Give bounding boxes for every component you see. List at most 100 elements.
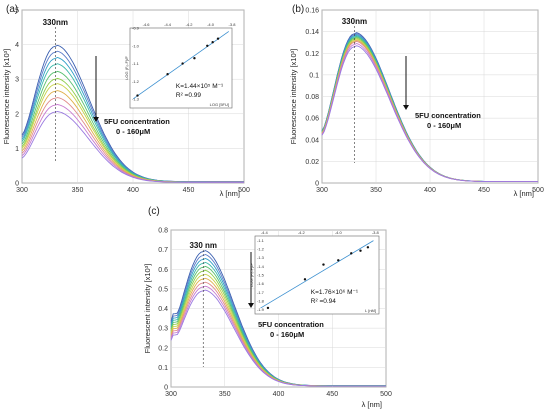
inset-y-label: LOG (F₀-F)/F — [124, 56, 129, 80]
y-tick-label: 0.02 — [305, 159, 319, 166]
concentration-range: 0 - 160μM — [427, 121, 461, 130]
decrease-arrow-head — [403, 105, 409, 110]
inset-data-point — [359, 249, 362, 252]
y-tick-label: 0.3 — [158, 326, 168, 333]
concentration-range: 0 - 160μM — [116, 127, 150, 136]
binding-constant-label: K=1.44×10⁵ M⁻¹ — [176, 83, 224, 90]
y-tick-label: 0.08 — [305, 94, 319, 101]
inset-x-tick: -3.8 — [372, 230, 380, 235]
inset-y-tick: -1.0 — [132, 43, 140, 48]
y-tick-label: 4 — [15, 42, 19, 49]
inset-chart: -4.6 -4.4 -4.2 -4.0 -3.8 -0.9 -1.0 -1.1 -1.2 -1.3… — [124, 22, 236, 109]
inset-fit-line — [260, 240, 374, 309]
inset-y-tick: -1.8 — [257, 299, 265, 304]
binding-constant-label: K=1.76×10⁶ M⁻¹ — [311, 289, 359, 296]
y-tick-label: 1 — [15, 146, 19, 153]
x-tick-label: 300 — [316, 187, 328, 194]
x-tick-label: 500 — [532, 187, 544, 194]
inset-y-tick: -1.9 — [257, 307, 265, 312]
y-tick-label: 0.1 — [158, 365, 168, 372]
inset-data-point — [337, 259, 340, 262]
inset-y-tick: -0.9 — [132, 26, 140, 31]
inset-x-tick: -4.6 — [143, 22, 151, 27]
inset-x-tick: -4.0 — [335, 230, 343, 235]
inset-y-tick: -1.2 — [257, 247, 265, 252]
inset-data-point — [181, 62, 184, 65]
y-tick-label: 0.16 — [305, 8, 319, 15]
y-tick-label: 5 — [15, 8, 19, 15]
inset-x-tick: -4.4 — [261, 230, 269, 235]
y-axis-label: Fluorescence intensity [x10³] — [2, 49, 11, 144]
y-tick-label: 0.2 — [158, 345, 168, 352]
y-tick-label: 2 — [15, 111, 19, 118]
x-tick-label: 500 — [238, 187, 250, 194]
r-squared-label: R² =0.94 — [311, 298, 336, 305]
x-tick-label: 300 — [16, 187, 28, 194]
inset-chart: -4.4 -4.2 -4.0 -3.8 -1.1 -1.2 -1.3 -1.4 -1.5 -1.6… — [249, 230, 380, 315]
y-tick-label: 0.8 — [158, 228, 168, 235]
concentration-label: 5FU concentration — [104, 117, 170, 126]
y-tick-label: 3 — [15, 77, 19, 84]
peak-label: 330nm — [43, 18, 68, 27]
y-axis-label: Fluorescence intensity [x10³] — [289, 49, 298, 144]
y-tick-label: 0.06 — [305, 116, 319, 123]
inset-data-point — [322, 263, 325, 266]
y-tick-label: 0.4 — [158, 306, 168, 313]
concentration-label: 5FU concentration — [415, 111, 481, 120]
concentration-label: 5FU concentration — [258, 320, 324, 329]
x-tick-label: 400 — [127, 187, 139, 194]
inset-data-point — [366, 246, 370, 249]
inset-data-point — [350, 252, 353, 255]
spectrum-series-11 — [21, 111, 244, 183]
inset-frame — [254, 235, 380, 315]
r-squared-label: R² =0.99 — [176, 92, 201, 99]
inset-y-tick: -1.3 — [257, 255, 265, 260]
inset-data-point — [303, 278, 307, 281]
x-tick-label: 350 — [370, 187, 382, 194]
x-tick-label: 350 — [72, 187, 84, 194]
chart-panel-3: (c) 300 350 400 450 500 0 0.1 0.2 0.3 0.4 0.5 0.6 0.7… — [143, 206, 392, 409]
y-tick-label: 0.7 — [158, 247, 168, 254]
panel-label: (c) — [148, 206, 160, 217]
inset-data-point — [206, 44, 209, 47]
inset-data-point — [216, 37, 220, 40]
chart-panel-2: (b) 300 350 400 450 500 0 0.02 0.04 0.06 0.08 0.1 0.… — [289, 4, 544, 198]
inset-x-label: L [nM] — [365, 308, 376, 313]
concentration-range: 0 - 160μM — [270, 330, 304, 339]
y-tick-label: 0 — [164, 385, 168, 392]
peak-label: 330 nm — [189, 241, 217, 250]
spectrum-series-11 — [321, 45, 538, 183]
x-tick-label: 350 — [219, 391, 231, 398]
inset-x-tick: -4.4 — [164, 22, 172, 27]
inset-data-point — [193, 57, 196, 60]
chart-panel-1: (a) 300 350 400 450 500 0 1 2 3 4 5 λ [nm] Fluorescen… — [2, 4, 250, 198]
inset-y-tick: -1.7 — [257, 290, 265, 295]
y-tick-label: 0.04 — [305, 137, 319, 144]
inset-y-tick: -1.3 — [132, 97, 140, 102]
y-tick-label: 0.6 — [158, 267, 168, 274]
inset-y-tick: -1.5 — [257, 273, 265, 278]
inset-data-point — [166, 73, 169, 76]
y-tick-label: 0 — [15, 181, 19, 188]
x-axis-label: λ [nm] — [220, 189, 240, 198]
inset-x-tick: -4.2 — [186, 22, 194, 27]
x-tick-label: 400 — [273, 391, 285, 398]
inset-data-point — [211, 41, 214, 44]
x-tick-label: 300 — [165, 391, 177, 398]
inset-y-tick: -1.2 — [132, 79, 140, 84]
inset-y-tick: -1.4 — [257, 264, 265, 269]
inset-y-tick: -1.6 — [257, 281, 265, 286]
x-tick-label: 450 — [183, 187, 195, 194]
y-axis-label: Fluorescent intensity [x10³] — [143, 264, 152, 354]
panel-label: (b) — [292, 4, 304, 15]
inset-y-tick: -1.1 — [257, 238, 265, 243]
y-tick-label: 0.5 — [158, 286, 168, 293]
y-tick-label: 0.14 — [305, 29, 319, 36]
y-tick-label: 0.12 — [305, 51, 319, 58]
x-tick-label: 400 — [424, 187, 436, 194]
inset-x-tick: -4.2 — [298, 230, 306, 235]
inset-x-label: LOG [5FU] — [210, 102, 229, 107]
decrease-arrow-head — [248, 303, 254, 308]
x-tick-label: 450 — [326, 391, 338, 398]
